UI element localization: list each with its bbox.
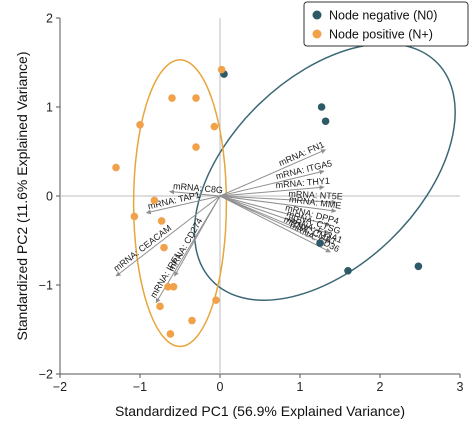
loading-label: mRNA: C8G [173,181,224,195]
point-node-negative [321,117,330,126]
point-node-negative [344,266,352,275]
point-node-positive [156,302,164,311]
y-tick-label: 1 [46,101,53,115]
point-node-positive [160,243,168,252]
x-tick-label: −2 [53,380,67,394]
loading-arrow [115,195,221,277]
axes: −2 −1 0 1 2 3 −2 −1 0 1 2 [39,12,464,395]
point-node-positive [168,94,176,102]
loading-arrow [219,195,331,253]
loading-arrow [219,195,331,243]
x-tick-label: 0 [217,380,224,394]
legend-marker [312,10,322,20]
point-node-positive [166,330,175,338]
loading-arrow [173,195,221,277]
legend-label: Node negative (N0) [329,9,437,23]
loading-arrow [219,195,331,227]
point-node-positive [192,94,200,102]
point-node-positive [112,163,120,172]
point-node-positive [157,217,166,225]
data-points [112,65,423,338]
loading-arrow [219,169,325,197]
point-node-positive [212,296,220,304]
point-node-negative [414,262,423,271]
loading-arrow [169,189,221,197]
point-node-positive [136,121,144,129]
point-node-positive [217,65,226,74]
zero-lines [60,18,460,374]
y-tick-label: −2 [39,368,53,382]
loading-arrow [219,195,331,236]
x-axis-title: Standardized PC1 (56.9% Explained Varian… [115,403,405,419]
x-tick-label: 1 [297,380,304,394]
point-node-negative [317,103,326,111]
legend: Node negative (N0) Node positive (N+) [303,1,469,47]
point-node-positive [169,282,178,291]
ellipse-series-2 [132,59,228,348]
point-node-negative [316,239,324,247]
loading-label: mRNA: CD274 [166,216,204,273]
loading-label: mRNA: THY1 [275,176,330,191]
legend-label: Node positive (N+) [329,28,433,42]
y-tick-label: −1 [39,279,53,293]
point-node-positive [164,282,172,291]
legend-box [303,1,469,47]
loading-arrow [219,195,337,214]
point-node-positive [150,196,159,205]
y-tick-label: 2 [46,12,53,26]
loading-arrow [219,149,327,197]
point-node-positive [192,143,200,151]
confidence-ellipses [132,42,456,348]
loading-arrow [219,195,327,245]
x-tick-label: 3 [457,380,464,394]
y-axis-title: Standardized PC2 (11.6% Explained Varian… [14,52,30,341]
loading-arrow [219,195,337,205]
point-node-positive [210,122,219,131]
y-tick-label: 0 [46,190,53,204]
legend-marker [312,29,322,39]
point-node-positive [130,212,139,221]
loading-arrow [145,195,221,215]
loading-label: mRNA: NT5E [288,189,343,202]
ellipse-series-1 [193,42,456,301]
point-node-positive [188,316,196,325]
x-tick-label: −1 [133,380,147,394]
x-tick-label: 2 [377,380,384,394]
loading-arrow [219,184,325,197]
